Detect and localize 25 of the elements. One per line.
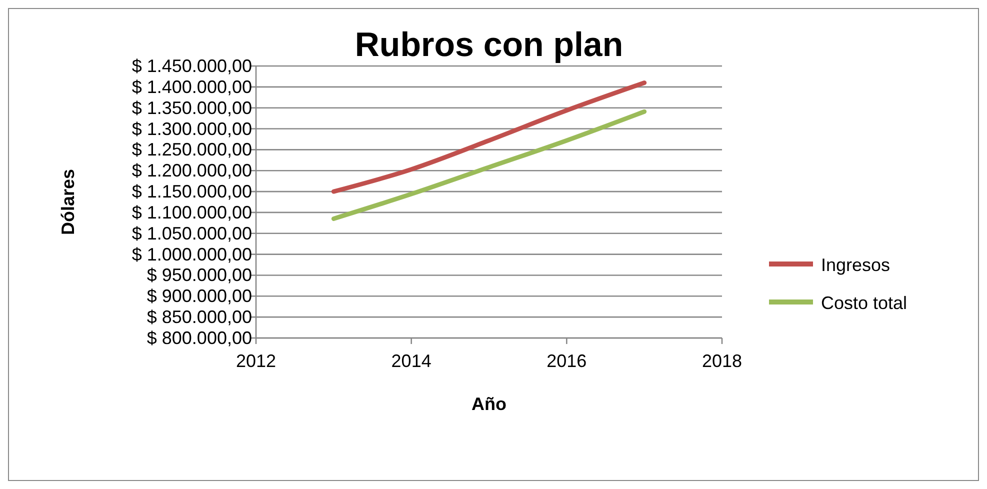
x-tick-label: 2016 xyxy=(546,351,587,371)
y-tick-label: $ 1.200.000,00 xyxy=(132,160,252,181)
y-tick-label: $ 950.000,00 xyxy=(146,265,252,286)
y-axis-title: Dólares xyxy=(58,168,78,236)
chart-title: Rubros con plan xyxy=(354,26,624,64)
x-tick-label: 2018 xyxy=(702,351,742,371)
y-tick-label: $ 1.400.000,00 xyxy=(132,76,252,97)
x-tick-label: 2014 xyxy=(391,351,432,371)
y-tick-label: $ 1.050.000,00 xyxy=(132,223,252,244)
y-tick-label: $ 1.250.000,00 xyxy=(132,140,252,160)
y-tick-label: $ 1.000.000,00 xyxy=(132,244,252,264)
x-tick-label: 2012 xyxy=(236,351,276,371)
line-series xyxy=(331,109,647,221)
legend-label: Ingresos xyxy=(821,255,890,275)
y-tick-label: $ 1.100.000,00 xyxy=(132,202,252,222)
y-tick-label: $ 800.000,00 xyxy=(146,328,252,348)
line-series xyxy=(331,80,647,194)
legend-label: Costo total xyxy=(821,293,908,313)
y-tick-label: $ 1.450.000,00 xyxy=(132,56,252,76)
y-tick-label: $ 1.150.000,00 xyxy=(132,182,252,202)
y-tick-label: $ 1.300.000,00 xyxy=(132,118,252,139)
y-tick-label: $ 1.350.000,00 xyxy=(132,98,252,118)
y-tick-label: $ 900.000,00 xyxy=(146,286,252,306)
y-tick-label: $ 850.000,00 xyxy=(146,307,252,328)
x-axis-title: Año xyxy=(472,394,506,414)
